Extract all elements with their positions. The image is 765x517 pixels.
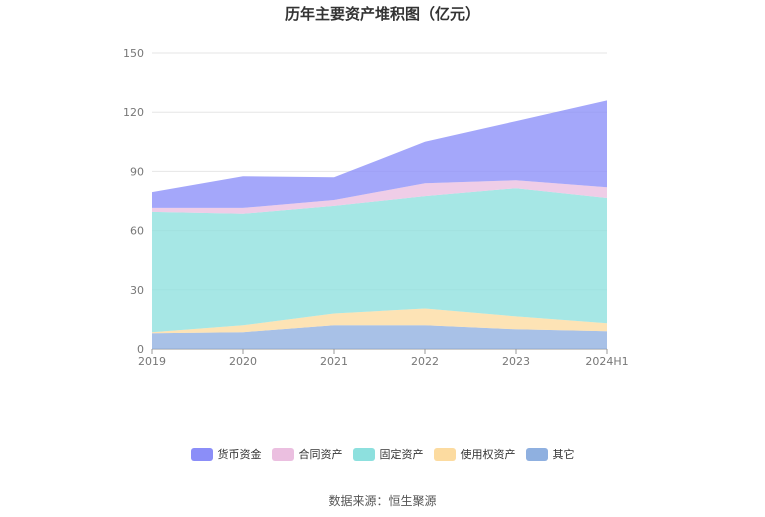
legend-label: 合同资产 [298,448,343,461]
legend-swatch [433,447,456,461]
legend-label: 其它 [552,448,575,461]
legend-label: 固定资产 [379,448,424,461]
x-tick-label: 2022 [411,355,439,368]
y-tick-label: 0 [137,343,144,356]
area-series [152,325,607,349]
area-series [152,308,607,334]
y-tick-label: 30 [130,284,144,297]
area-series [152,100,607,208]
y-tick-label: 60 [130,225,144,238]
legend-item[interactable]: 固定资产 [352,446,424,462]
legend-item[interactable]: 其它 [525,446,575,462]
legend-label: 货币资金 [217,448,262,461]
area-series [152,180,607,214]
x-tick-label: 2023 [502,355,530,368]
chart-legend: 货币资金 合同资产 固定资产 使用权资产 其它 [0,446,765,462]
x-tick-label: 2019 [138,355,166,368]
legend-label: 使用权资产 [460,448,516,461]
legend-item[interactable]: 使用权资产 [433,446,516,462]
x-tick-label: 2024H1 [585,355,628,368]
area-series [152,188,607,333]
legend-swatch [352,447,375,461]
y-tick-label: 90 [130,165,144,178]
x-tick-label: 2020 [229,355,257,368]
legend-swatch [271,447,294,461]
legend-swatch [190,447,213,461]
legend-swatch [525,447,548,461]
x-tick-label: 2021 [320,355,348,368]
chart-title: 历年主要资产堆积图（亿元） [284,5,480,23]
y-tick-label: 150 [123,47,144,60]
legend-item[interactable]: 货币资金 [190,446,262,462]
data-source: 数据来源：恒生聚源 [328,494,437,508]
legend-item[interactable]: 合同资产 [271,446,343,462]
y-tick-label: 120 [123,106,144,119]
